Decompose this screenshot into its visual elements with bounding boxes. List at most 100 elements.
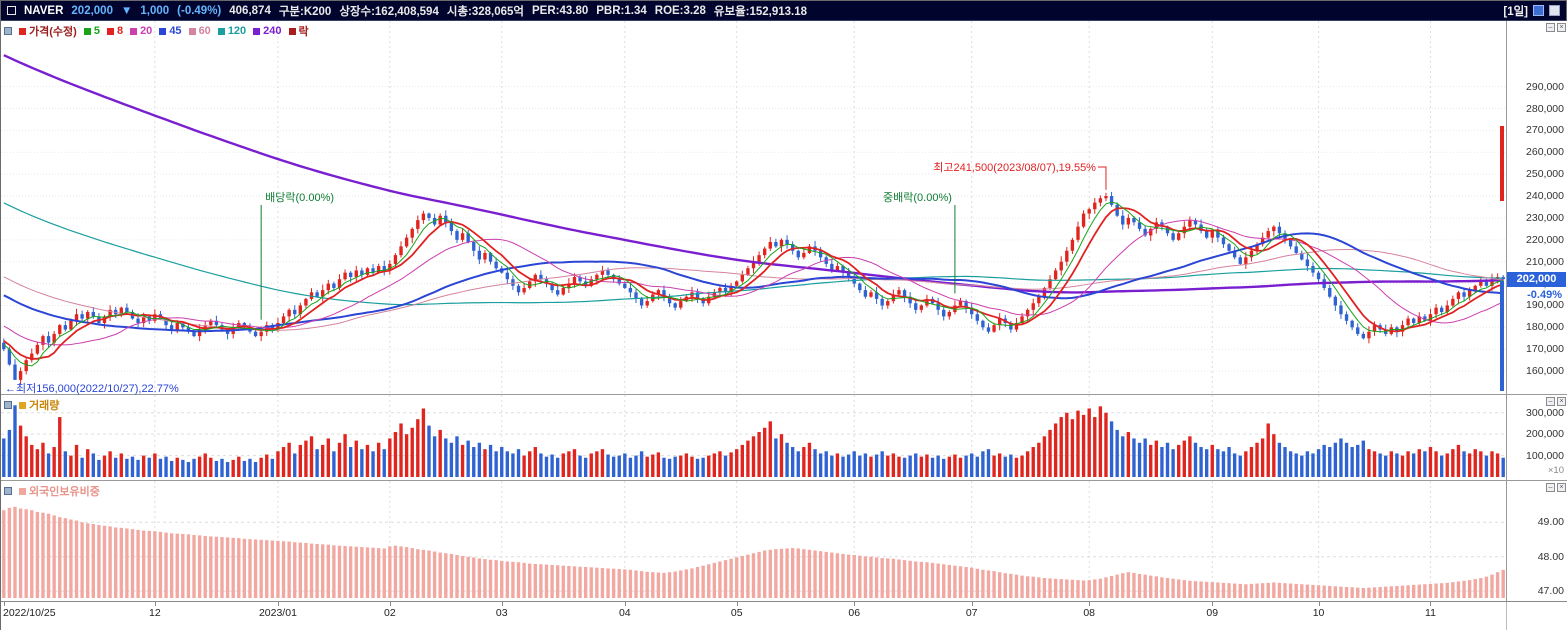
- price-axis: – × 290,000 280,000 270,000 260,000 250,000 2…: [1506, 21, 1567, 394]
- current-price: 202,000: [71, 4, 113, 17]
- foreign-chart-plot[interactable]: [1, 481, 1506, 601]
- x-tick-label: 11: [1425, 607, 1436, 619]
- svg-text:배당락(0.00%): 배당락(0.00%): [265, 191, 334, 204]
- panel-minimize-icon[interactable]: –: [1546, 23, 1555, 32]
- panel-close-icon[interactable]: ×: [1557, 397, 1566, 406]
- x-tick-label: 2022/10/25: [3, 607, 56, 619]
- ma-legend-item[interactable]: 60: [188, 25, 211, 37]
- price-gridlines: [1, 21, 1506, 395]
- y-axis-label: 200,000: [1526, 428, 1564, 441]
- ma-color-swatch: [188, 27, 196, 35]
- x-tick: [3, 602, 5, 606]
- x-tick: [1089, 602, 1091, 606]
- ma-legend-label: 60: [198, 25, 211, 37]
- price-legend-item[interactable]: 가격(수정): [19, 23, 77, 39]
- x-tick: [154, 602, 156, 606]
- foreign-color-swatch: [19, 487, 26, 495]
- y-axis-label: 230,000: [1526, 211, 1564, 224]
- foreign-panel-legend: 외국인보유비중: [4, 483, 100, 499]
- y-axis-label: 300,000: [1526, 406, 1564, 419]
- header-stat: 유보율:152,913.18: [713, 5, 808, 18]
- panel-grip-icon[interactable]: [4, 401, 12, 409]
- foreign-ownership-panel: 외국인보유비중 – × 49.00 48.00 47.00: [1, 481, 1567, 602]
- axis-divider: [1506, 602, 1507, 630]
- panel-minimize-icon[interactable]: –: [1546, 483, 1555, 492]
- volume-legend-item[interactable]: 거래량: [19, 397, 59, 413]
- ma-legend-label: 8: [116, 25, 124, 37]
- ma-legend-item[interactable]: 20: [130, 25, 152, 37]
- x-tick-label: 10: [1312, 607, 1325, 619]
- y-axis-label: 47.00: [1537, 585, 1564, 598]
- dividend-drop-legend-item[interactable]: 락: [288, 23, 309, 39]
- price-color-swatch: [19, 27, 26, 35]
- volume-bars: [2, 405, 1505, 477]
- panel-grip-icon[interactable]: [4, 487, 12, 495]
- ma-color-swatch: [253, 27, 261, 35]
- x-tick: [1318, 602, 1320, 606]
- x-tick: [624, 602, 626, 606]
- period-selector[interactable]: [1일]: [1503, 5, 1528, 18]
- panel-minimize-icon[interactable]: –: [1546, 397, 1555, 406]
- y-axis-label: 280,000: [1526, 102, 1564, 115]
- drop-legend-label: 락: [298, 26, 309, 38]
- y-axis-label: 210,000: [1526, 255, 1564, 268]
- ma-5-line: [3, 201, 1504, 367]
- y-axis-label: 240,000: [1526, 190, 1564, 203]
- header-bar: NAVER 202,000 ▼ 1,000 (-0.49%) 406,874 구…: [1, 1, 1566, 21]
- ma-legend-item[interactable]: 120: [217, 25, 247, 37]
- ma-20-line: [3, 219, 1504, 346]
- window-icon[interactable]: [7, 6, 16, 15]
- volume-legend-label: 거래량: [29, 400, 60, 412]
- panel-box-icon[interactable]: [1549, 5, 1560, 16]
- x-tick: [389, 602, 391, 606]
- x-tick: [1212, 602, 1214, 606]
- panel-close-icon[interactable]: ×: [1557, 23, 1566, 32]
- price-chart-plot[interactable]: 배당락(0.00%) 중배락(0.00%) 최고241,500(2023/08/07…: [1, 21, 1506, 395]
- svg-text:중배락(0.00%): 중배락(0.00%): [883, 191, 952, 204]
- grid-view-icon[interactable]: [1533, 5, 1544, 16]
- y-axis-label: 260,000: [1526, 146, 1564, 159]
- header-stat: 시총:328,065억: [446, 5, 524, 18]
- stock-symbol: NAVER: [24, 4, 64, 17]
- x-axis: 2022/10/25 12 2023/01 02 03 04 05 06 07 08 09 10 11: [1, 602, 1567, 630]
- foreign-axis: – × 49.00 48.00 47.00: [1506, 481, 1567, 601]
- volume-chart-plot[interactable]: [1, 395, 1506, 480]
- ma-240-line: [3, 54, 1504, 294]
- ma-color-swatch: [83, 27, 91, 35]
- y-axis-label: 270,000: [1526, 124, 1564, 137]
- panel-close-icon[interactable]: ×: [1557, 483, 1566, 492]
- y-axis-label: 49.00: [1537, 516, 1564, 529]
- header-stat: PBR:1.34: [596, 4, 647, 17]
- ma-legend-item[interactable]: 5: [83, 25, 100, 37]
- header-stat: 구분:K200: [278, 5, 332, 18]
- ma-color-swatch: [106, 27, 114, 35]
- x-tick-label: 03: [495, 607, 508, 619]
- panel-window-buttons: – ×: [1546, 23, 1566, 32]
- ma-legend-label: 45: [169, 25, 182, 37]
- foreign-legend-label: 외국인보유비중: [29, 486, 100, 498]
- foreign-legend-item[interactable]: 외국인보유비중: [19, 483, 100, 499]
- panel-window-buttons: – ×: [1546, 397, 1566, 406]
- header-stat: 406,874: [229, 4, 271, 17]
- ma-legend-item[interactable]: 45: [159, 25, 182, 37]
- current-price-tag: 202,000: [1507, 272, 1566, 288]
- ma-legend-label: 120: [227, 25, 247, 37]
- drop-color-swatch: [288, 27, 296, 35]
- x-tick: [854, 602, 856, 606]
- y-axis-label: ×10: [1547, 465, 1564, 476]
- x-tick: [501, 602, 503, 606]
- ma-legend-item[interactable]: 8: [106, 25, 124, 37]
- range-indicator-up[interactable]: [1500, 126, 1504, 201]
- header-stat: 상장수:162,408,594: [339, 5, 439, 18]
- volume-axis: – × 300,000 200,000 100,000 ×10: [1506, 395, 1567, 480]
- panel-grip-icon[interactable]: [4, 27, 12, 35]
- ma-legend-label: 20: [140, 25, 153, 37]
- x-tick: [1430, 602, 1432, 606]
- ma-legend-label: 5: [93, 25, 100, 37]
- range-indicator-down[interactable]: [1500, 281, 1504, 391]
- ma-legend-item[interactable]: 240: [253, 25, 282, 37]
- header-stat: ROE:3.28: [654, 4, 706, 17]
- y-axis-label: 190,000: [1526, 299, 1564, 312]
- ma-color-swatch: [130, 27, 138, 35]
- x-tick-label: 05: [730, 607, 743, 619]
